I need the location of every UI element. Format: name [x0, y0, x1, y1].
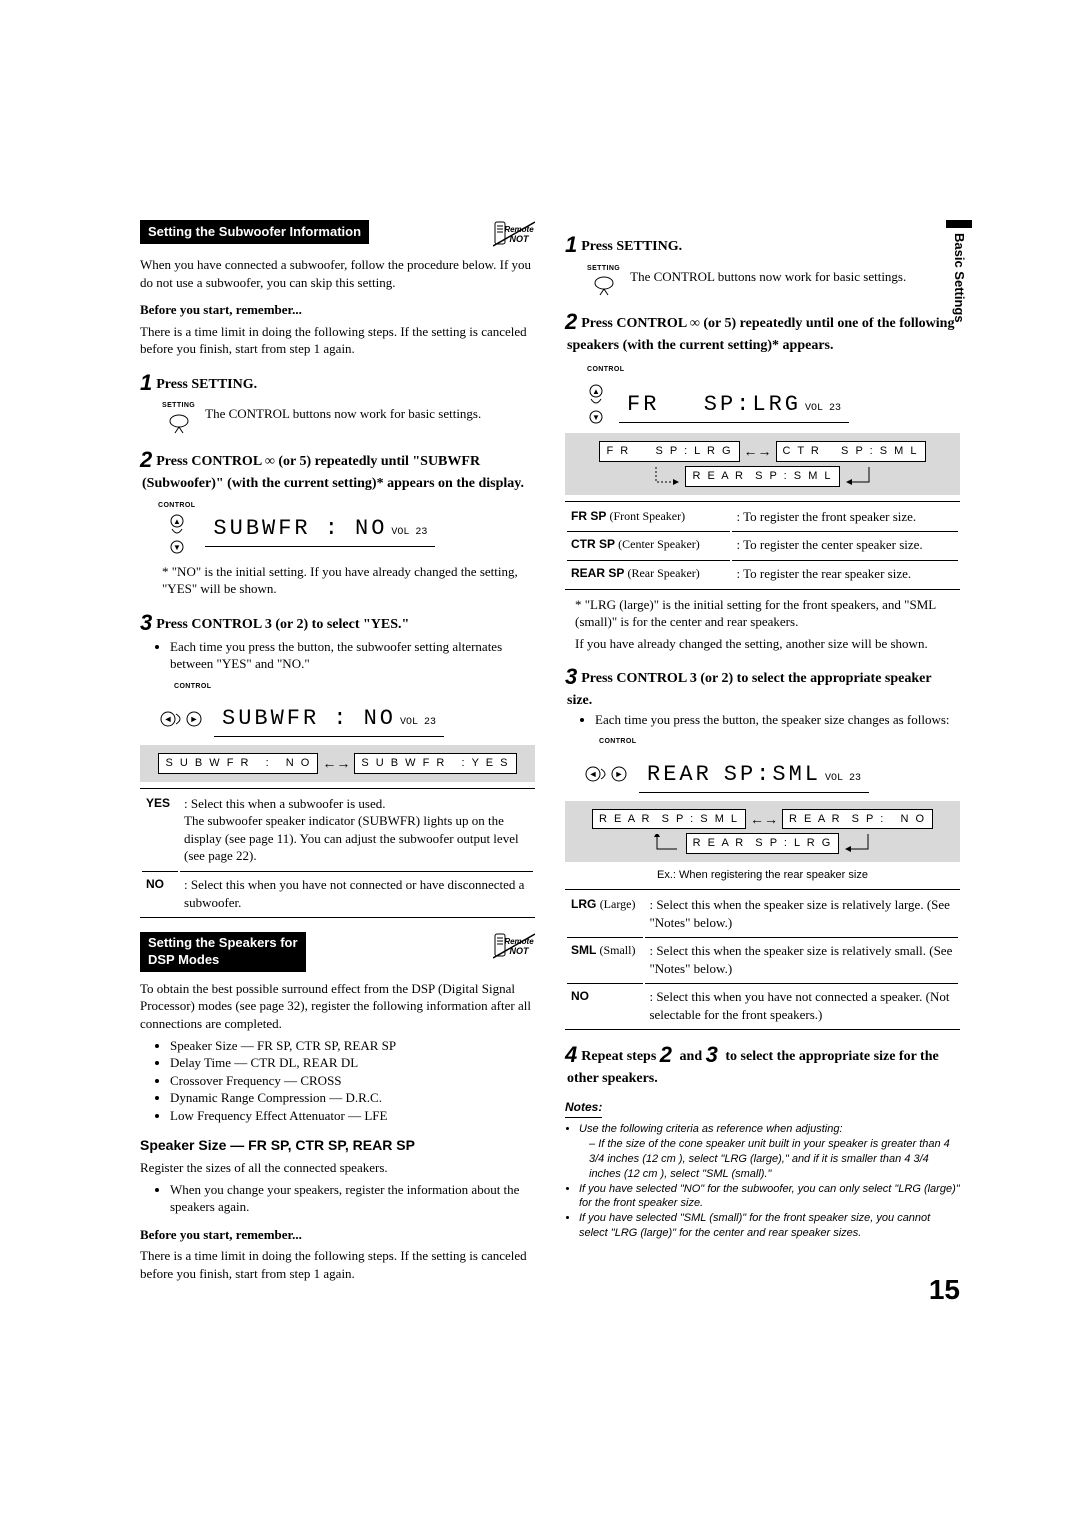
step1-head: 1Press SETTING.: [140, 368, 535, 398]
lcd-rear-sml: REAR SP:SMLVOL 23: [639, 756, 869, 793]
example-caption: Ex.: When registering the rear speaker s…: [565, 868, 960, 883]
spk-size-head: Speaker Size — FR SP, CTR SP, REAR SP: [140, 1136, 535, 1155]
control-leftright-icon: ◄ ►: [158, 706, 204, 732]
r-step4-head: 4Repeat steps 2 and 3 to select the appr…: [565, 1040, 960, 1089]
spk-size-body: Register the sizes of all the connected …: [140, 1159, 535, 1177]
page-number: 15: [565, 1271, 960, 1309]
remote-not-icon: Remote NOT: [493, 932, 535, 960]
svg-text:▼: ▼: [173, 543, 181, 552]
r-step3-head: 3Press CONTROL 3 (or 2) to select the ap…: [565, 662, 960, 711]
lcd-fr-sp-lrg: FR SP:LRGVOL 23: [619, 386, 849, 423]
left-column: Setting the Subwoofer Information Remote…: [140, 220, 535, 1309]
def-yes: : Select this when a subwoofer is used. …: [180, 791, 533, 869]
setting-button-icon: SETTING: [162, 401, 195, 434]
svg-text:Remote: Remote: [504, 225, 534, 234]
subwfr-def-table: YES: Select this when a subwoofer is use…: [140, 788, 535, 918]
flow-subwfr: S U B W F R : N O ←→ S U B W F R : Y E S: [140, 745, 535, 782]
setting-button-icon: SETTING: [587, 264, 620, 297]
step1-body: The CONTROL buttons now work for basic s…: [205, 405, 481, 423]
control-leftright-icon: ◄ ►: [583, 761, 629, 787]
notes-body: Use the following criteria as reference …: [565, 1122, 960, 1241]
control-updown-icon: CONTROL ▲ ▼: [158, 501, 195, 554]
page-root: Basic Settings Setting the Subwoofer Inf…: [0, 0, 1080, 1369]
remote-not-icon: Remote NOT: [493, 220, 535, 248]
r-step2-head: 2Press CONTROL ∞ (or 5) repeatedly until…: [565, 307, 960, 356]
svg-text:▼: ▼: [592, 413, 600, 422]
right-column: 1Press SETTING. SETTING The CONTROL butt…: [565, 220, 960, 1309]
size-def-table: LRG (Large): Select this when the speake…: [565, 889, 960, 1030]
def-no: : Select this when you have not connecte…: [180, 871, 533, 915]
lcd-subwfr-no: SUBWFR : NOVOL 23: [205, 510, 435, 547]
svg-text:◄: ◄: [164, 714, 173, 724]
flow-rear-sizes: R E A R S P : S M L ←→ R E A R S P : N O…: [565, 801, 960, 863]
speaker-reg-table: FR SP (Front Speaker): To register the f…: [565, 501, 960, 590]
lcd-subwfr-no-2: SUBWFR : NOVOL 23: [214, 700, 444, 737]
step3-bullet: Each time you press the button, the subw…: [170, 638, 535, 673]
svg-text:►: ►: [190, 714, 199, 724]
section-tab: Basic Settings: [948, 225, 970, 327]
before-start-body: There is a time limit in doing the follo…: [140, 323, 535, 358]
flow-speakers: F R S P : L R G ←→ C T R S P : S M L R E…: [565, 433, 960, 495]
before-start-head: Before you start, remember...: [140, 302, 302, 317]
intro-text: When you have connected a subwoofer, fol…: [140, 256, 535, 291]
heading-dsp: Setting the Speakers forDSP Modes: [140, 932, 306, 972]
step2-head: 2Press CONTROL ∞ (or 5) repeatedly until…: [140, 445, 535, 494]
svg-text:Remote: Remote: [504, 937, 534, 946]
heading-subwoofer-info: Setting the Subwoofer Information: [140, 220, 369, 244]
dsp-intro: To obtain the best possible surround eff…: [140, 980, 535, 1033]
svg-text:▲: ▲: [173, 517, 181, 526]
r-step1-head: 1Press SETTING.: [565, 230, 960, 260]
notes-heading: Notes:: [565, 1097, 602, 1118]
step2-note: * "NO" is the initial setting. If you ha…: [162, 563, 535, 598]
svg-text:◄: ◄: [589, 769, 598, 779]
svg-text:►: ►: [615, 769, 624, 779]
svg-text:▲: ▲: [592, 387, 600, 396]
step3-head: 3Press CONTROL 3 (or 2) to select "YES.": [140, 608, 535, 638]
dsp-bullets: Speaker Size — FR SP, CTR SP, REAR SP De…: [170, 1037, 535, 1125]
control-updown-icon: ▲ ▼: [583, 383, 609, 425]
